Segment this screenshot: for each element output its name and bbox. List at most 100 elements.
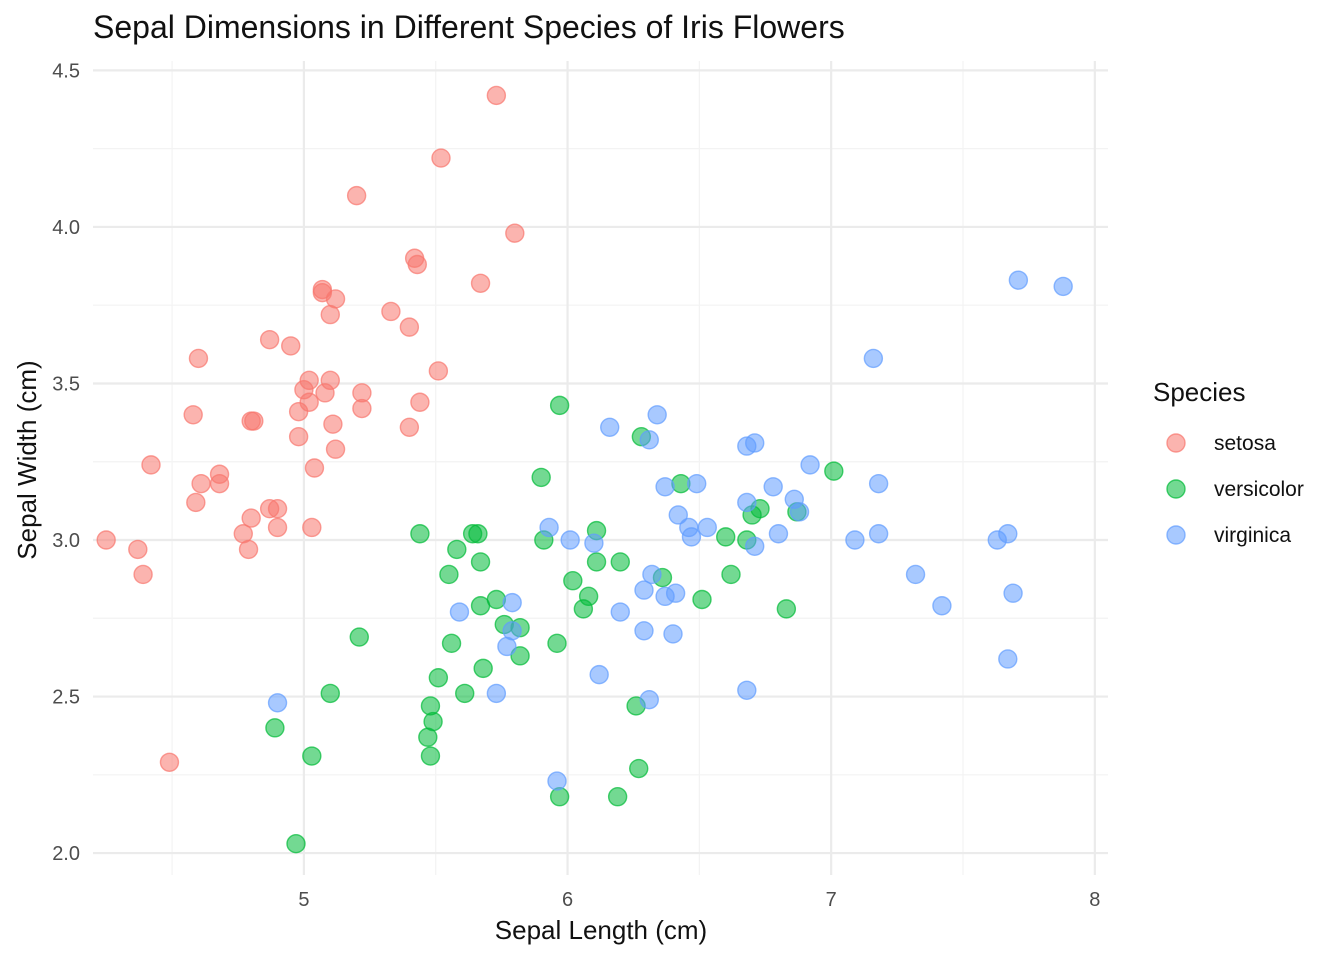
- data-point-setosa: [191, 473, 211, 494]
- data-point-setosa: [325, 439, 346, 459]
- data-point-versicolor: [320, 683, 340, 704]
- data-point-setosa: [267, 517, 288, 538]
- data-point-virginica: [560, 530, 580, 550]
- data-point-setosa: [159, 752, 180, 772]
- legend-label-virginica: virginica: [1214, 524, 1291, 547]
- data-point-setosa: [323, 414, 343, 434]
- legend-swatch-versicolor: [1166, 479, 1186, 499]
- data-point-versicolor: [578, 586, 599, 607]
- data-point-versicolor: [692, 589, 712, 610]
- legend: Species setosa versicolor virginica: [1153, 377, 1304, 547]
- data-point-setosa: [505, 223, 525, 243]
- data-point-setosa: [188, 348, 209, 369]
- data-point-virginica: [868, 524, 889, 544]
- data-point-setosa: [486, 85, 507, 106]
- y-tick-label: 4.5: [52, 60, 80, 82]
- x-tick-label: 7: [826, 889, 837, 911]
- data-point-setosa: [470, 273, 491, 293]
- x-axis-title: Sepal Length (cm): [495, 915, 707, 945]
- data-point-versicolor: [510, 646, 530, 666]
- data-point-versicolor: [563, 571, 583, 591]
- data-point-virginica: [584, 533, 604, 553]
- data-point-setosa: [431, 148, 451, 168]
- data-point-virginica: [1008, 270, 1029, 290]
- data-point-setosa: [259, 329, 280, 350]
- data-point-virginica: [547, 771, 567, 791]
- data-point-setosa: [267, 499, 288, 519]
- data-point-versicolor: [455, 683, 475, 704]
- data-point-versicolor: [776, 599, 797, 619]
- data-point-setosa: [96, 530, 116, 550]
- data-point-versicolor: [302, 746, 322, 766]
- x-axis-tick-labels: 5 6 7 8: [298, 889, 1100, 911]
- data-point-virginica: [267, 693, 288, 713]
- data-point-virginica: [868, 473, 889, 494]
- data-point-virginica: [789, 502, 810, 522]
- data-point-setosa: [244, 411, 264, 431]
- data-point-virginica: [905, 564, 926, 585]
- data-point-virginica: [800, 455, 820, 475]
- data-point-virginica: [655, 477, 675, 497]
- data-point-setosa: [399, 417, 420, 437]
- data-point-virginica: [486, 683, 507, 704]
- data-point-setosa: [133, 564, 153, 585]
- data-point-virginica: [863, 348, 884, 369]
- data-point-setosa: [128, 539, 148, 560]
- data-point-versicolor: [586, 552, 607, 572]
- data-points: [96, 85, 1073, 854]
- legend-title: Species: [1153, 377, 1246, 407]
- data-point-versicolor: [349, 627, 369, 647]
- data-point-virginica: [539, 517, 559, 538]
- data-point-virginica: [763, 477, 783, 497]
- data-point-virginica: [681, 527, 702, 547]
- data-point-virginica: [600, 417, 620, 437]
- data-point-virginica: [589, 664, 609, 685]
- y-tick-label: 3.5: [52, 373, 80, 395]
- data-point-virginica: [687, 473, 707, 494]
- data-point-virginica: [634, 580, 654, 600]
- y-axis-tick-labels: 2.0 2.5 3.0 3.5 4.0 4.5: [52, 60, 80, 865]
- data-point-setosa: [320, 370, 340, 391]
- x-tick-label: 5: [298, 889, 309, 911]
- data-point-versicolor: [486, 589, 507, 610]
- data-point-virginica: [502, 592, 522, 613]
- data-point-virginica: [768, 524, 789, 544]
- data-point-setosa: [381, 301, 401, 322]
- data-point-virginica: [610, 602, 630, 622]
- data-point-virginica: [634, 621, 654, 641]
- data-point-setosa: [407, 254, 427, 275]
- y-axis-title: Sepal Width (cm): [12, 360, 42, 559]
- data-point-virginica: [665, 583, 686, 603]
- legend-label-setosa: setosa: [1214, 432, 1276, 455]
- legend-swatch-setosa: [1166, 433, 1186, 453]
- data-point-virginica: [998, 524, 1018, 544]
- y-tick-label: 2.5: [52, 687, 80, 709]
- legend-label-versicolor: versicolor: [1214, 478, 1304, 501]
- data-point-setosa: [312, 279, 333, 300]
- data-point-setosa: [302, 517, 322, 538]
- data-point-virginica: [647, 405, 667, 425]
- data-point-setosa: [209, 473, 230, 494]
- data-point-setosa: [238, 539, 259, 560]
- data-point-versicolor: [716, 527, 736, 547]
- legend-swatch-virginica: [1166, 525, 1186, 545]
- data-point-versicolor: [470, 552, 491, 572]
- data-point-versicolor: [721, 564, 741, 585]
- data-point-virginica: [745, 433, 765, 453]
- data-point-setosa: [241, 508, 261, 528]
- data-point-versicolor: [824, 461, 844, 481]
- data-point-setosa: [399, 317, 420, 337]
- data-point-setosa: [325, 289, 346, 309]
- data-point-versicolor: [531, 467, 551, 488]
- data-point-virginica: [745, 536, 765, 556]
- data-point-versicolor: [547, 633, 567, 654]
- y-tick-label: 3.0: [52, 530, 80, 552]
- data-point-virginica: [845, 530, 865, 550]
- data-point-versicolor: [420, 696, 441, 716]
- data-point-setosa: [304, 458, 325, 478]
- data-point-virginica: [639, 430, 659, 450]
- data-point-virginica: [697, 517, 717, 538]
- data-point-virginica: [998, 649, 1018, 669]
- data-point-versicolor: [549, 787, 570, 807]
